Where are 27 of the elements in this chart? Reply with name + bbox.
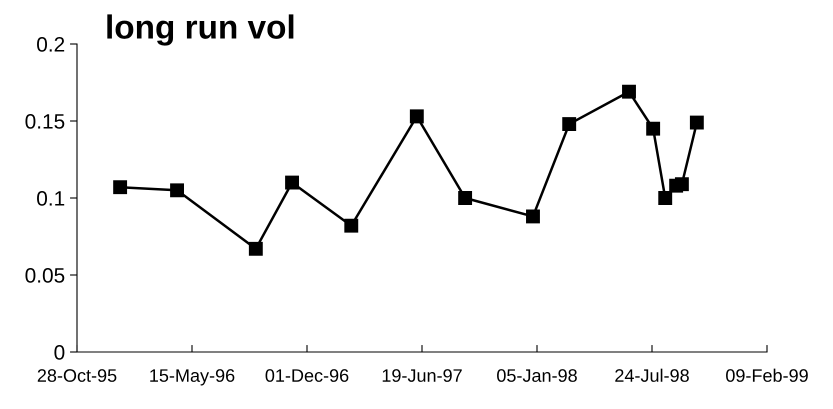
- point: [690, 116, 704, 130]
- y-tick-label: 0.15: [25, 114, 64, 129]
- x-tick-label: 09-Feb-99: [726, 368, 808, 382]
- x-tick-label: 28-Oct-95: [38, 369, 116, 382]
- point: [410, 109, 424, 124]
- y-tick-label: 0.05: [25, 268, 64, 283]
- y-tick-label: 0.1: [37, 191, 64, 206]
- x-tick-label: 01-Dec-96: [266, 369, 348, 382]
- point: [658, 191, 672, 205]
- point: [562, 117, 576, 132]
- chart-title: long run vol: [107, 14, 294, 46]
- y-tick-label: 0.2: [37, 37, 64, 52]
- point: [170, 183, 184, 198]
- x-tick-label: 24-Jul-98: [615, 368, 689, 382]
- x-tick-label: 05-Jan-98: [497, 369, 577, 382]
- x-tick-label: 15-May-96: [150, 369, 234, 386]
- point: [113, 180, 128, 194]
- x-tick-label: 19-Jun-97: [382, 369, 462, 382]
- point: [526, 210, 540, 224]
- y-tick-label: 0: [54, 345, 64, 360]
- point: [248, 242, 263, 256]
- point: [646, 122, 660, 136]
- point: [622, 84, 636, 99]
- point: [458, 191, 472, 205]
- point: [285, 176, 299, 190]
- point: [674, 177, 689, 192]
- point: [344, 218, 358, 233]
